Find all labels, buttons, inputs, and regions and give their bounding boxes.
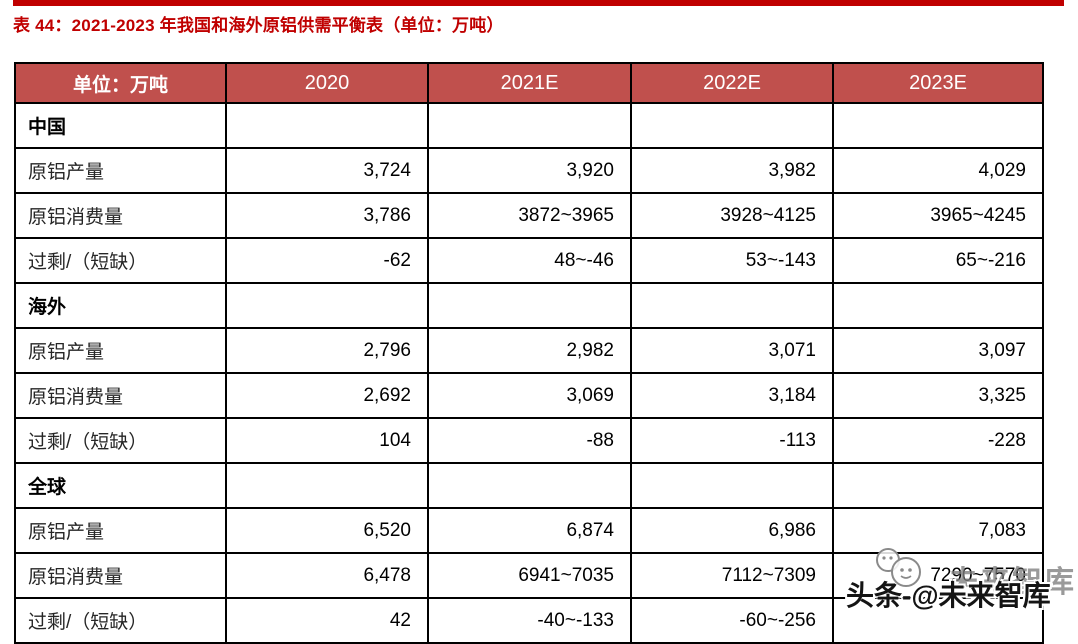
section-empty-cell bbox=[427, 462, 632, 509]
value-cell: -40~-133 bbox=[427, 597, 632, 644]
header-year-cell: 2022E bbox=[630, 62, 834, 104]
value-cell: 2,796 bbox=[225, 327, 429, 374]
section-row: 海外 bbox=[14, 282, 1044, 329]
table-row: 原铝消费量 3,786 3872~3965 3928~4125 3965~4245 bbox=[14, 192, 1044, 239]
value-cell: 3928~4125 bbox=[630, 192, 834, 239]
section-name-cell: 海外 bbox=[14, 282, 227, 329]
header-unit-cell: 单位：万吨 bbox=[14, 62, 227, 104]
table-row: 原铝产量 6,520 6,874 6,986 7,083 bbox=[14, 507, 1044, 554]
value-cell: 6,986 bbox=[630, 507, 834, 554]
row-label-cell: 过剩/（短缺） bbox=[14, 237, 227, 284]
section-empty-cell bbox=[832, 102, 1044, 149]
section-empty-cell bbox=[427, 102, 632, 149]
row-label-cell: 原铝消费量 bbox=[14, 192, 227, 239]
value-cell: -88 bbox=[427, 417, 632, 464]
value-cell: 3,920 bbox=[427, 147, 632, 194]
value-cell: 7290~7570 bbox=[832, 552, 1044, 599]
section-empty-cell bbox=[225, 102, 429, 149]
section-empty-cell bbox=[832, 282, 1044, 329]
table-header-row: 单位：万吨 2020 2021E 2022E 2023E bbox=[14, 62, 1044, 104]
value-cell: 3,097 bbox=[832, 327, 1044, 374]
table-row: 原铝消费量 6,478 6941~7035 7112~7309 7290~7570 bbox=[14, 552, 1044, 599]
value-cell: 7112~7309 bbox=[630, 552, 834, 599]
value-cell: 3,982 bbox=[630, 147, 834, 194]
value-cell: 3,184 bbox=[630, 372, 834, 419]
value-cell: 3,325 bbox=[832, 372, 1044, 419]
table-row: 原铝消费量 2,692 3,069 3,184 3,325 bbox=[14, 372, 1044, 419]
value-cell: 3,724 bbox=[225, 147, 429, 194]
section-empty-cell bbox=[630, 282, 834, 329]
header-year-cell: 2020 bbox=[225, 62, 429, 104]
section-empty-cell bbox=[630, 102, 834, 149]
table-row: 过剩/（短缺） 104 -88 -113 -228 bbox=[14, 417, 1044, 464]
value-cell: -113 bbox=[630, 417, 834, 464]
row-label-cell: 原铝产量 bbox=[14, 507, 227, 554]
value-cell: 48~-46 bbox=[427, 237, 632, 284]
value-cell: 42 bbox=[225, 597, 429, 644]
value-cell: 3,069 bbox=[427, 372, 632, 419]
table-body: 中国 原铝产量 3,724 3,920 3,982 4,029 原铝消费量 3,786 3872… bbox=[14, 102, 1044, 644]
section-name-cell: 中国 bbox=[14, 102, 227, 149]
row-label-cell: 过剩/（短缺） bbox=[14, 417, 227, 464]
value-cell: 104 bbox=[225, 417, 429, 464]
value-cell: -62 bbox=[225, 237, 429, 284]
value-cell: 4,029 bbox=[832, 147, 1044, 194]
value-cell: 3,786 bbox=[225, 192, 429, 239]
value-cell: 2,982 bbox=[427, 327, 632, 374]
value-cell: 3965~4245 bbox=[832, 192, 1044, 239]
value-cell: -228 bbox=[832, 417, 1044, 464]
table-title: 表 44：2021-2023 年我国和海外原铝供需平衡表（单位：万吨） bbox=[13, 16, 504, 35]
table-row: 过剩/（短缺） -62 48~-46 53~-143 65~-216 bbox=[14, 237, 1044, 284]
table-row: 原铝产量 2,796 2,982 3,071 3,097 bbox=[14, 327, 1044, 374]
value-cell: 3872~3965 bbox=[427, 192, 632, 239]
value-cell: 2,692 bbox=[225, 372, 429, 419]
value-cell: 65~-216 bbox=[832, 237, 1044, 284]
supply-demand-table: 单位：万吨 2020 2021E 2022E 2023E 中国 原铝产量 3,724 3,92… bbox=[14, 62, 1044, 644]
section-row: 中国 bbox=[14, 102, 1044, 149]
section-empty-cell bbox=[630, 462, 834, 509]
value-cell: 3,071 bbox=[630, 327, 834, 374]
value-cell: 6,478 bbox=[225, 552, 429, 599]
header-year-cell: 2023E bbox=[832, 62, 1044, 104]
top-accent-bar bbox=[13, 0, 1064, 6]
value-cell: 6941~7035 bbox=[427, 552, 632, 599]
row-label-cell: 原铝消费量 bbox=[14, 372, 227, 419]
row-label-cell: 过剩/（短缺） bbox=[14, 597, 227, 644]
value-cell: 7,083 bbox=[832, 507, 1044, 554]
table-row: 原铝产量 3,724 3,920 3,982 4,029 bbox=[14, 147, 1044, 194]
value-cell: 53~-143 bbox=[630, 237, 834, 284]
section-empty-cell bbox=[225, 282, 429, 329]
row-label-cell: 原铝消费量 bbox=[14, 552, 227, 599]
value-cell: 6,520 bbox=[225, 507, 429, 554]
table-row: 过剩/（短缺） 42 -40~-133 -60~-256 bbox=[14, 597, 1044, 644]
value-cell: -60~-256 bbox=[630, 597, 834, 644]
row-label-cell: 原铝产量 bbox=[14, 147, 227, 194]
section-name-cell: 全球 bbox=[14, 462, 227, 509]
section-row: 全球 bbox=[14, 462, 1044, 509]
section-empty-cell bbox=[832, 462, 1044, 509]
section-empty-cell bbox=[225, 462, 429, 509]
row-label-cell: 原铝产量 bbox=[14, 327, 227, 374]
value-cell: 6,874 bbox=[427, 507, 632, 554]
section-empty-cell bbox=[427, 282, 632, 329]
header-year-cell: 2021E bbox=[427, 62, 632, 104]
value-cell bbox=[832, 597, 1044, 644]
